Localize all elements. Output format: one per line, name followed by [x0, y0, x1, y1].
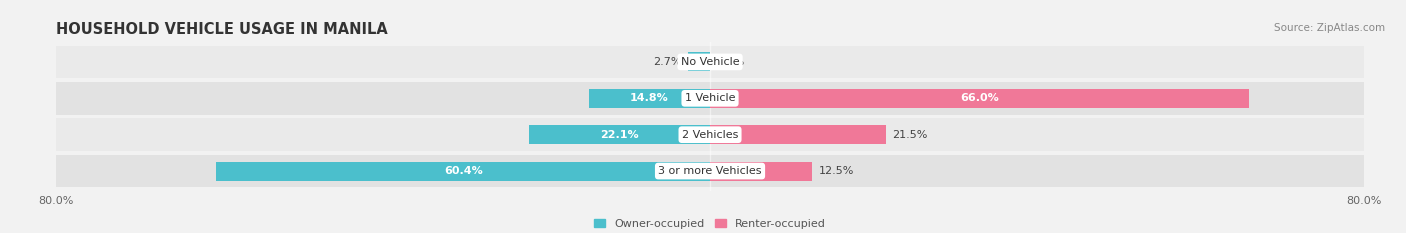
Bar — [56, 118, 1364, 151]
Text: 2 Vehicles: 2 Vehicles — [682, 130, 738, 140]
Bar — [56, 82, 1364, 115]
Bar — [530, 125, 710, 144]
Bar — [56, 46, 1364, 78]
Text: 0.0%: 0.0% — [717, 57, 745, 67]
Legend: Owner-occupied, Renter-occupied: Owner-occupied, Renter-occupied — [589, 214, 831, 233]
Text: 12.5%: 12.5% — [818, 166, 853, 176]
Bar — [217, 162, 710, 181]
Text: 3 or more Vehicles: 3 or more Vehicles — [658, 166, 762, 176]
Text: HOUSEHOLD VEHICLE USAGE IN MANILA: HOUSEHOLD VEHICLE USAGE IN MANILA — [56, 22, 388, 37]
Bar — [688, 52, 710, 71]
Text: 1 Vehicle: 1 Vehicle — [685, 93, 735, 103]
Text: 66.0%: 66.0% — [960, 93, 1000, 103]
Bar — [56, 155, 1364, 187]
Text: 60.4%: 60.4% — [444, 166, 482, 176]
Text: 14.8%: 14.8% — [630, 93, 669, 103]
Text: 21.5%: 21.5% — [893, 130, 928, 140]
Bar — [589, 89, 710, 108]
Bar — [710, 89, 1250, 108]
Bar — [710, 125, 886, 144]
Text: 22.1%: 22.1% — [600, 130, 640, 140]
Text: No Vehicle: No Vehicle — [681, 57, 740, 67]
Text: Source: ZipAtlas.com: Source: ZipAtlas.com — [1274, 23, 1385, 33]
Bar — [710, 162, 813, 181]
Text: 2.7%: 2.7% — [652, 57, 682, 67]
